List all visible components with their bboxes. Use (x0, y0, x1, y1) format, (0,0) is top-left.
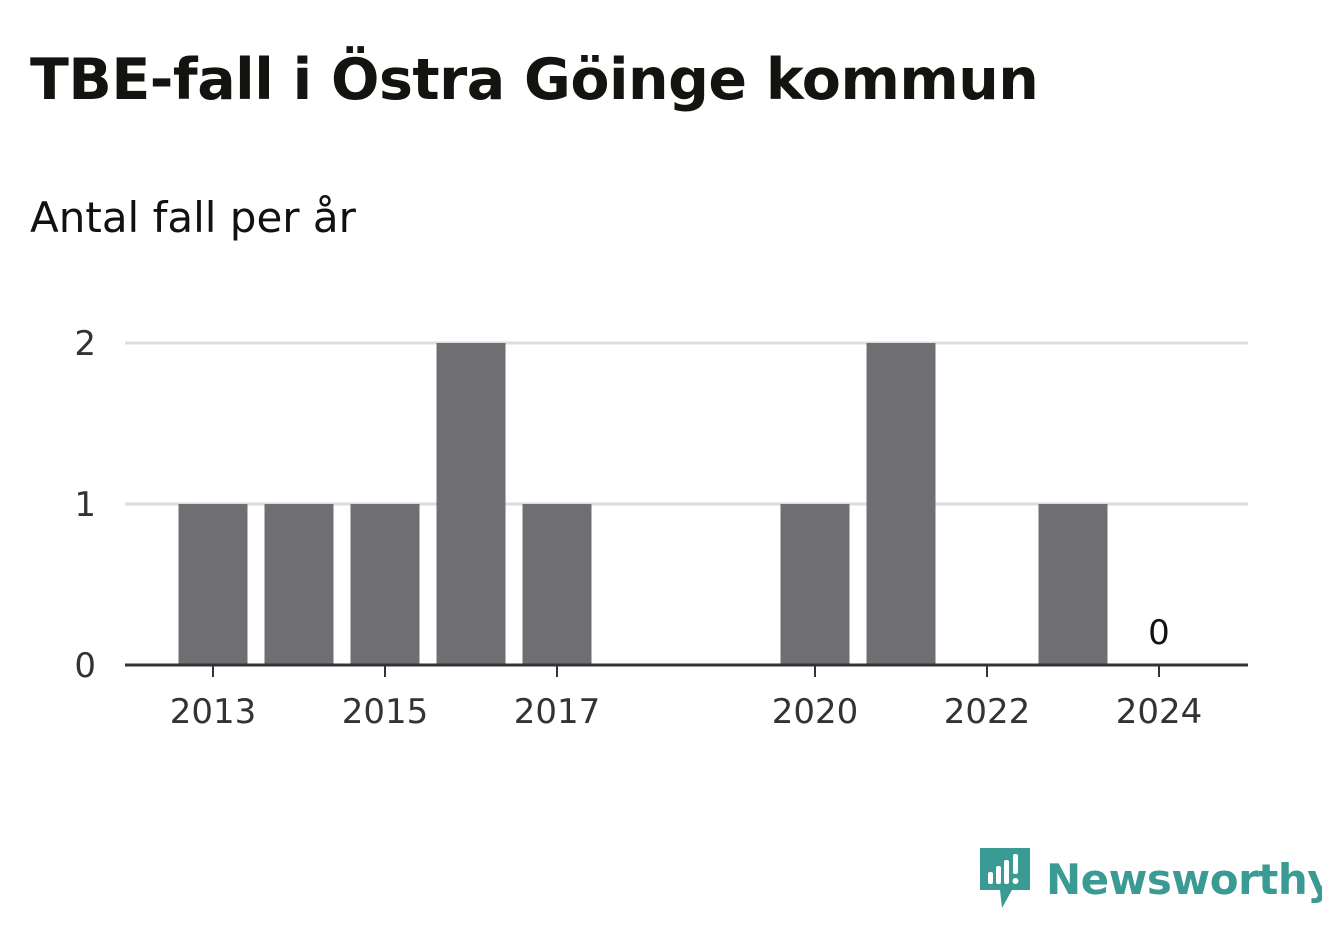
chart-subtitle: Antal fall per år (30, 193, 356, 242)
bar-2014 (264, 504, 334, 665)
newsworthy-logo: Newsworthy (980, 848, 1322, 910)
bar-2015 (350, 504, 420, 665)
bar-2013 (178, 504, 248, 665)
y-tick-label: 0 (74, 646, 96, 686)
y-tick-label: 1 (74, 485, 96, 525)
bar-2023 (1038, 504, 1108, 665)
x-tick-label: 2015 (342, 692, 429, 732)
gridlines (125, 341, 1248, 506)
x-tick-label: 2024 (1116, 692, 1203, 732)
data-label: 0 (1148, 613, 1170, 653)
x-tick-label: 2013 (170, 692, 257, 732)
x-tick-label: 2022 (944, 692, 1031, 732)
bar-2020 (780, 504, 850, 665)
chart-title: TBE-fall i Östra Göinge kommun (30, 47, 1039, 113)
y-tick-label: 2 (74, 324, 96, 364)
newsworthy-logo-icon (980, 848, 1030, 908)
labels: 0 1 2 2013 2015 2017 2020 2022 2024 0 (74, 324, 1202, 732)
bar-2021 (866, 343, 936, 665)
x-tick-label: 2017 (514, 692, 601, 732)
x-tick-label: 2020 (772, 692, 859, 732)
bars (178, 343, 1108, 665)
brand-name: Newsworthy (1046, 854, 1322, 904)
x-axis (125, 663, 1248, 677)
bar-2017 (522, 504, 592, 665)
bar-chart: 0 1 2 2013 2015 2017 2020 2022 2024 0 (74, 324, 1248, 732)
bar-2016 (436, 343, 506, 665)
